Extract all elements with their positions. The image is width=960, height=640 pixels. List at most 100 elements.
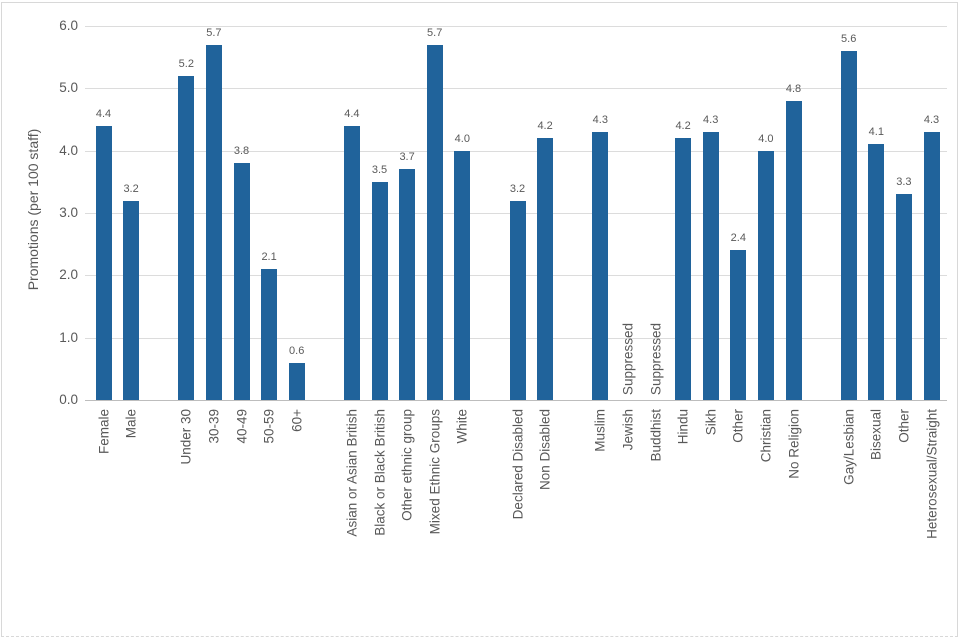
x-label-mixed-ethnic-groups: Mixed Ethnic Groups (426, 409, 443, 539)
x-label-text-50-59: 50-59 (261, 409, 277, 444)
x-label-50-59: 50-59 (261, 409, 278, 449)
bar-mixed-ethnic-groups (426, 44, 443, 400)
bar-female (95, 125, 112, 400)
bar-other (730, 250, 747, 400)
x-label-text-male: Male (123, 409, 139, 439)
x-label-text-other: Other (896, 409, 912, 443)
x-label-bisexual: Bisexual (868, 409, 885, 465)
suppressed-note-buddhist: Suppressed (647, 323, 664, 400)
x-label-text-mixed-ethnic-groups: Mixed Ethnic Groups (427, 409, 443, 535)
x-label-christian: Christian (757, 409, 774, 467)
bar-muslim (592, 131, 609, 400)
x-label-buddhist: Buddhist (647, 409, 664, 467)
x-label-text-bisexual: Bisexual (868, 409, 884, 461)
value-label-50-59: 2.1 (261, 251, 277, 264)
x-label-30-39: 30-39 (205, 409, 222, 449)
x-label-hindu: Hindu (675, 409, 692, 449)
x-label-female: Female (95, 409, 112, 459)
x-label-text-declared-disabled: Declared Disabled (510, 409, 525, 520)
x-label-asian-or-asian-british: Asian or Asian British (343, 409, 360, 542)
x-label-text-40-49: 40-49 (234, 409, 249, 444)
x-label-declared-disabled: Declared Disabled (509, 409, 526, 524)
value-label-hindu: 4.2 (675, 120, 691, 133)
x-label-non-disabled: Non Disabled (537, 409, 554, 495)
bar-50-59 (261, 269, 278, 400)
x-label-muslim: Muslim (592, 409, 609, 457)
x-label-text-asian-or-asian-british: Asian or Asian British (344, 409, 360, 537)
bar-other (895, 194, 912, 400)
value-label-30-39: 5.7 (206, 26, 222, 39)
value-label-no-religion: 4.8 (785, 82, 802, 95)
value-label-40-49: 3.8 (233, 145, 250, 158)
value-label-declared-disabled: 3.2 (509, 182, 526, 195)
x-label-other: Other (730, 409, 747, 448)
x-label-text-no-religion: No Religion (786, 409, 801, 479)
x-label-text-sikh: Sikh (703, 409, 719, 436)
x-label-heterosexual-straight: Heterosexual/Straight (923, 409, 940, 544)
bar-non-disabled (537, 138, 554, 400)
x-label-male: Male (123, 409, 140, 443)
value-label-male: 3.2 (123, 182, 139, 195)
x-label-text-30-39: 30-39 (206, 409, 222, 444)
x-label-under-30: Under 30 (178, 409, 195, 470)
x-axis-line (85, 400, 947, 401)
value-label-female: 4.4 (95, 107, 112, 120)
value-label-other-ethnic-group: 3.7 (399, 151, 415, 164)
bar-white (454, 150, 471, 400)
x-label-text-muslim: Muslim (592, 409, 608, 452)
value-label-under-30: 5.2 (178, 57, 194, 70)
x-label-40-49: 40-49 (233, 409, 250, 449)
x-label-60: 60+ (288, 409, 305, 437)
x-label-text-christian: Christian (758, 409, 774, 463)
bar-asian-or-asian-british (343, 125, 360, 400)
bar-no-religion (785, 100, 802, 400)
x-label-black-or-black-british: Black or Black British (371, 409, 388, 541)
x-label-text-non-disabled: Non Disabled (537, 409, 553, 491)
value-label-muslim: 4.3 (592, 113, 608, 126)
x-label-text-hindu: Hindu (675, 409, 691, 445)
bar-sikh (702, 131, 719, 400)
x-label-text-buddhist: Buddhist (648, 409, 663, 462)
value-label-heterosexual-straight: 4.3 (923, 113, 940, 126)
value-label-60: 0.6 (289, 344, 305, 357)
bar-under-30 (178, 75, 195, 400)
x-label-jewish: Jewish (619, 409, 636, 455)
x-label-text-under-30: Under 30 (178, 409, 194, 465)
value-label-asian-or-asian-british: 4.4 (344, 107, 360, 120)
value-label-other: 2.4 (730, 232, 746, 245)
bar-declared-disabled (509, 200, 526, 400)
bar-heterosexual-straight (923, 131, 940, 400)
value-label-christian: 4.0 (758, 132, 774, 145)
bar-gay-lesbian (840, 50, 857, 400)
y-tick-1.0: 1.0 (59, 329, 78, 345)
value-label-other: 3.3 (896, 176, 912, 189)
gridline-6.0 (85, 26, 947, 27)
y-tick-5.0: 5.0 (59, 80, 78, 96)
x-label-text-black-or-black-british: Black or Black British (372, 409, 387, 536)
value-label-gay-lesbian: 5.6 (841, 32, 857, 45)
y-tick-2.0: 2.0 (59, 267, 78, 283)
suppressed-text-jewish: Suppressed (620, 322, 636, 395)
bar-christian (757, 150, 774, 400)
x-label-text-white: White (454, 409, 470, 444)
y-tick-0.0: 0.0 (59, 392, 78, 407)
value-label-bisexual: 4.1 (868, 126, 884, 139)
bar-60 (288, 362, 305, 400)
value-label-black-or-black-british: 3.5 (371, 163, 388, 176)
bar-40-49 (233, 163, 250, 400)
y-tick-4.0: 4.0 (59, 142, 78, 158)
gridline-5.0 (85, 88, 947, 90)
y-tick-6.0: 6.0 (59, 18, 78, 33)
x-label-white: White (454, 409, 471, 449)
gridline-4.0 (85, 150, 947, 152)
bar-other-ethnic-group (399, 169, 416, 400)
suppressed-note-jewish: Suppressed (619, 323, 636, 400)
bar-black-or-black-british (371, 181, 388, 400)
value-label-mixed-ethnic-groups: 5.7 (427, 26, 443, 39)
x-label-text-other-ethnic-group: Other ethnic group (399, 409, 415, 521)
value-label-white: 4.0 (454, 132, 470, 145)
bar-bisexual (868, 144, 885, 400)
suppressed-text-buddhist: Suppressed (648, 322, 663, 395)
x-label-text-heterosexual-straight: Heterosexual/Straight (924, 409, 939, 539)
